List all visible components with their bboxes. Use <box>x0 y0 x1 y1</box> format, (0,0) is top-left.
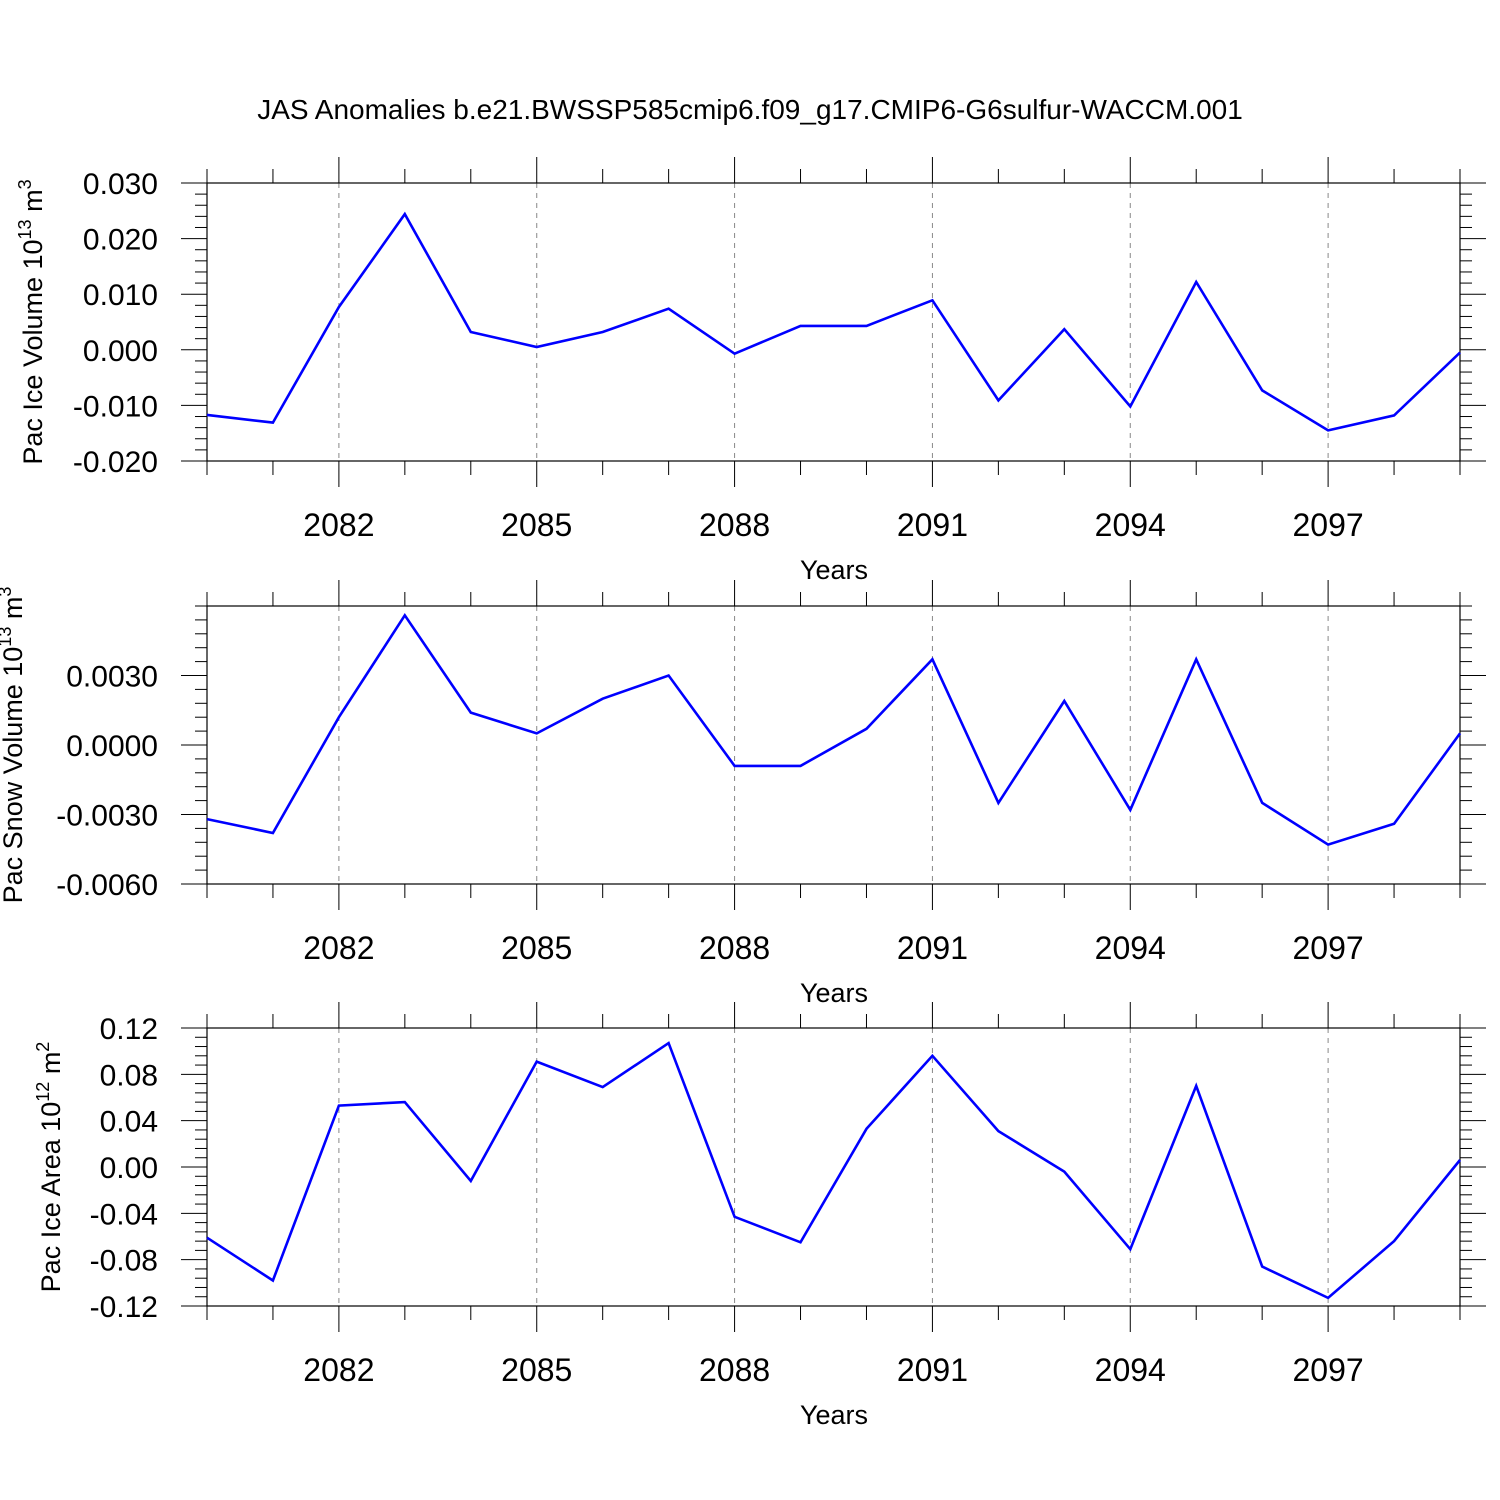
y-tick-label: -0.020 <box>73 446 158 479</box>
x-tick-label: 2091 <box>897 1352 968 1388</box>
plot-frame <box>206 182 1461 462</box>
y-tick-label: 0.000 <box>83 335 158 368</box>
y-tick-label: 0.0000 <box>66 730 158 763</box>
x-tick-label: 2097 <box>1293 1352 1364 1388</box>
plot-frame <box>206 1027 1461 1307</box>
y-tick-label: -0.0060 <box>56 869 158 902</box>
y-tick-label: 0.030 <box>83 168 158 201</box>
plot-frame <box>206 605 1461 885</box>
x-tick-label: 2091 <box>897 930 968 966</box>
x-axis-label: Years <box>800 555 868 585</box>
x-axis-label: Years <box>800 978 868 1008</box>
x-tick-label: 2094 <box>1095 1352 1166 1388</box>
y-tick-label: -0.08 <box>90 1245 158 1278</box>
x-axis-label: Years <box>800 1400 868 1430</box>
y-tick-label: 0.08 <box>100 1059 158 1092</box>
y-tick-label: -0.04 <box>90 1198 158 1231</box>
panel-1: 0.030 0.020 0.010 0.000 -0.010 -0.020 2082 2085… <box>15 157 1486 585</box>
x-tick-label: 2094 <box>1095 507 1166 543</box>
x-tick-label: 2082 <box>303 930 374 966</box>
y-axis-label: Pac Snow Volume 1013 m3 <box>0 587 28 904</box>
x-tick-label: 2097 <box>1293 507 1364 543</box>
panel-2: 0.0030 0.0000 -0.0030 -0.0060 2082 2085 2088 20… <box>0 580 1486 1008</box>
panels: 0.030 0.020 0.010 0.000 -0.010 -0.020 2082 2085… <box>0 157 1486 1430</box>
y-tick-label: -0.010 <box>73 390 158 423</box>
y-tick-label: -0.0030 <box>56 800 158 833</box>
x-tick-label: 2088 <box>699 1352 770 1388</box>
x-tick-label: 2082 <box>303 507 374 543</box>
x-tick-label: 2088 <box>699 507 770 543</box>
y-tick-label: 0.010 <box>83 279 158 312</box>
x-tick-label: 2082 <box>303 1352 374 1388</box>
panel-3: 0.12 0.08 0.04 0.00 -0.04 -0.08 -0.12 2082 2085 2… <box>33 1002 1486 1430</box>
x-tick-label: 2085 <box>501 507 572 543</box>
y-tick-label: 0.0030 <box>66 661 158 694</box>
y-tick-label: -0.12 <box>90 1291 158 1324</box>
y-axis-label: Pac Ice Volume 1013 m3 <box>15 179 48 464</box>
y-axis-label: Pac Ice Area 1012 m2 <box>33 1042 66 1293</box>
x-tick-label: 2097 <box>1293 930 1364 966</box>
x-tick-label: 2088 <box>699 930 770 966</box>
y-tick-label: 0.020 <box>83 224 158 257</box>
series-line <box>206 211 1461 432</box>
x-tick-label: 2085 <box>501 930 572 966</box>
series-line <box>206 612 1462 847</box>
y-tick-label: 0.12 <box>100 1013 158 1046</box>
y-tick-label: 0.00 <box>100 1152 158 1185</box>
x-tick-label: 2085 <box>501 1352 572 1388</box>
chart-title: JAS Anomalies b.e21.BWSSP585cmip6.f09_g1… <box>257 94 1243 125</box>
y-tick-label: 0.04 <box>100 1106 158 1139</box>
x-tick-label: 2091 <box>897 507 968 543</box>
x-tick-label: 2094 <box>1095 930 1166 966</box>
series-line <box>206 1041 1462 1300</box>
